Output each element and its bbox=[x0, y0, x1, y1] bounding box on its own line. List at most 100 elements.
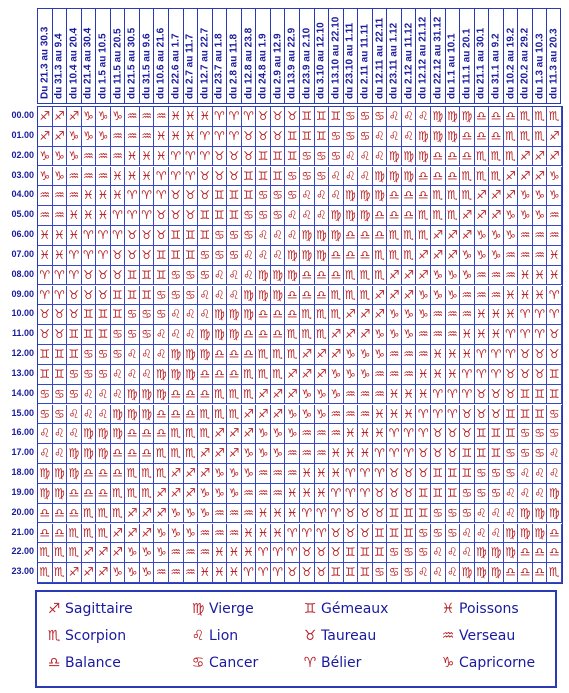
sign-cell: ♉ bbox=[241, 146, 257, 167]
column-header-label: du 23.7 au 1.8 bbox=[213, 33, 225, 99]
sign-cell: ♏ bbox=[343, 265, 359, 286]
sign-cell: ♐ bbox=[270, 404, 286, 425]
sign-cell: ♓ bbox=[416, 384, 431, 405]
row-label: 12.00 bbox=[11, 348, 34, 358]
sign-cell: ♌ bbox=[460, 543, 475, 564]
sign-cell: ♐ bbox=[241, 424, 257, 445]
column-header-label: du 13.9 au 22.9 bbox=[286, 27, 298, 99]
sign-cell: ♋ bbox=[241, 206, 257, 226]
sign-cell: ♍ bbox=[212, 305, 228, 326]
sign-cell: ♊ bbox=[139, 265, 155, 286]
column-header-label: du 24.8 au 1.9 bbox=[257, 33, 269, 99]
sign-cell: ♓ bbox=[329, 444, 344, 464]
sign-cell: ♎ bbox=[518, 543, 533, 564]
sign-cell: ♋ bbox=[547, 424, 562, 445]
sign-cell: ♈ bbox=[212, 107, 228, 127]
sign-cell: ♍ bbox=[387, 166, 402, 187]
column-header-label: du 23.11 au 1.12 bbox=[388, 22, 400, 99]
sign-cell: ♊ bbox=[503, 424, 519, 445]
zodiac-icon: ♊ bbox=[303, 601, 317, 617]
sign-cell: ♋ bbox=[38, 404, 53, 425]
sign-cell: ♒ bbox=[67, 186, 82, 207]
zodiac-icon: ♈ bbox=[303, 655, 317, 671]
sign-cell: ♒ bbox=[198, 523, 213, 544]
sign-cell: ♉ bbox=[343, 503, 359, 524]
sign-cell: ♋ bbox=[169, 265, 184, 286]
sign-cell: ♌ bbox=[401, 126, 417, 147]
sign-cell: ♋ bbox=[358, 126, 373, 147]
row-label: 18.00 bbox=[11, 467, 34, 477]
sign-cell: ♎ bbox=[460, 146, 475, 167]
sign-cell: ♓ bbox=[416, 364, 431, 385]
sign-cell: ♉ bbox=[183, 186, 199, 207]
sign-cell: ♉ bbox=[503, 384, 519, 405]
sign-cell: ♌ bbox=[183, 325, 199, 345]
sign-cell: ♍ bbox=[445, 126, 461, 147]
sign-cell: ♒ bbox=[125, 107, 140, 127]
column-header-label: du 21.4 au 30.4 bbox=[82, 27, 94, 99]
legend-item-ver: ♒ Verseau bbox=[437, 623, 516, 649]
sign-cell: ♑ bbox=[314, 404, 330, 425]
sign-cell: ♑ bbox=[416, 285, 431, 306]
sign-cell: ♒ bbox=[300, 424, 315, 445]
sign-cell: ♏ bbox=[518, 126, 533, 147]
sign-cell: ♊ bbox=[401, 523, 417, 544]
sign-cell: ♍ bbox=[431, 107, 446, 127]
sign-cell: ♋ bbox=[67, 364, 82, 385]
sign-cell: ♌ bbox=[96, 384, 111, 405]
sign-cell: ♋ bbox=[431, 523, 446, 544]
column-header: du 2.7 au 11.7 bbox=[182, 8, 198, 104]
row-label: 17.00 bbox=[11, 447, 34, 458]
sign-cell: ♑ bbox=[416, 305, 431, 326]
sign-cell: ♓ bbox=[518, 265, 533, 286]
sign-cell: ♎ bbox=[198, 384, 213, 405]
sign-cell: ♑ bbox=[518, 206, 533, 226]
sign-cell: ♒ bbox=[314, 424, 330, 445]
sign-cell: ♓ bbox=[256, 503, 271, 524]
sign-cell: ♈ bbox=[387, 424, 402, 445]
sign-cell: ♈ bbox=[518, 305, 533, 326]
sign-cell: ♈ bbox=[125, 206, 140, 226]
sign-cell: ♎ bbox=[401, 206, 417, 226]
sign-cell: ♓ bbox=[52, 245, 68, 266]
sign-cell: ♏ bbox=[241, 364, 257, 385]
sign-cell: ♐ bbox=[431, 226, 446, 246]
legend-label: Capricorne bbox=[459, 655, 536, 671]
sign-cell: ♊ bbox=[270, 146, 286, 167]
sign-cell: ♊ bbox=[81, 305, 97, 326]
sign-cell: ♌ bbox=[110, 364, 126, 385]
sign-cell: ♒ bbox=[96, 166, 111, 187]
sign-cell: ♒ bbox=[460, 285, 475, 306]
sign-cell: ♋ bbox=[183, 265, 199, 286]
sign-cell: ♑ bbox=[547, 166, 562, 187]
sign-cell: ♈ bbox=[445, 384, 461, 405]
sign-cell: ♍ bbox=[416, 126, 431, 147]
sign-cell: ♋ bbox=[67, 384, 82, 405]
legend-label: Scorpion bbox=[65, 628, 127, 644]
sign-cell: ♐ bbox=[445, 245, 461, 266]
sign-cell: ♍ bbox=[227, 325, 242, 345]
sign-cell: ♑ bbox=[460, 245, 475, 266]
sign-cell: ♎ bbox=[139, 424, 155, 445]
sign-cell: ♏ bbox=[372, 245, 388, 266]
sign-cell: ♑ bbox=[256, 424, 271, 445]
sign-cell: ♌ bbox=[125, 364, 140, 385]
row-label: 09.00 bbox=[11, 288, 34, 299]
sign-cell: ♌ bbox=[139, 345, 155, 365]
sign-cell: ♉ bbox=[38, 325, 53, 345]
sign-cell: ♍ bbox=[81, 444, 97, 464]
sign-cell: ♉ bbox=[154, 226, 169, 246]
sign-cell: ♎ bbox=[125, 424, 140, 445]
sign-cell: ♍ bbox=[52, 464, 68, 484]
sign-cell: ♏ bbox=[445, 186, 461, 207]
sign-cell: ♐ bbox=[300, 345, 315, 365]
column-header: du 12.8 au 23.8 bbox=[240, 8, 256, 104]
row-label: 20.00 bbox=[11, 506, 34, 517]
column-header-label: du 2.9 au 12.9 bbox=[272, 33, 284, 99]
sign-cell: ♎ bbox=[38, 503, 53, 524]
sign-cell: ♍ bbox=[183, 345, 199, 365]
sign-cell: ♐ bbox=[416, 265, 431, 286]
sign-cell: ♓ bbox=[503, 285, 519, 306]
sign-cell: ♒ bbox=[547, 226, 562, 246]
sign-cell: ♉ bbox=[285, 107, 300, 127]
